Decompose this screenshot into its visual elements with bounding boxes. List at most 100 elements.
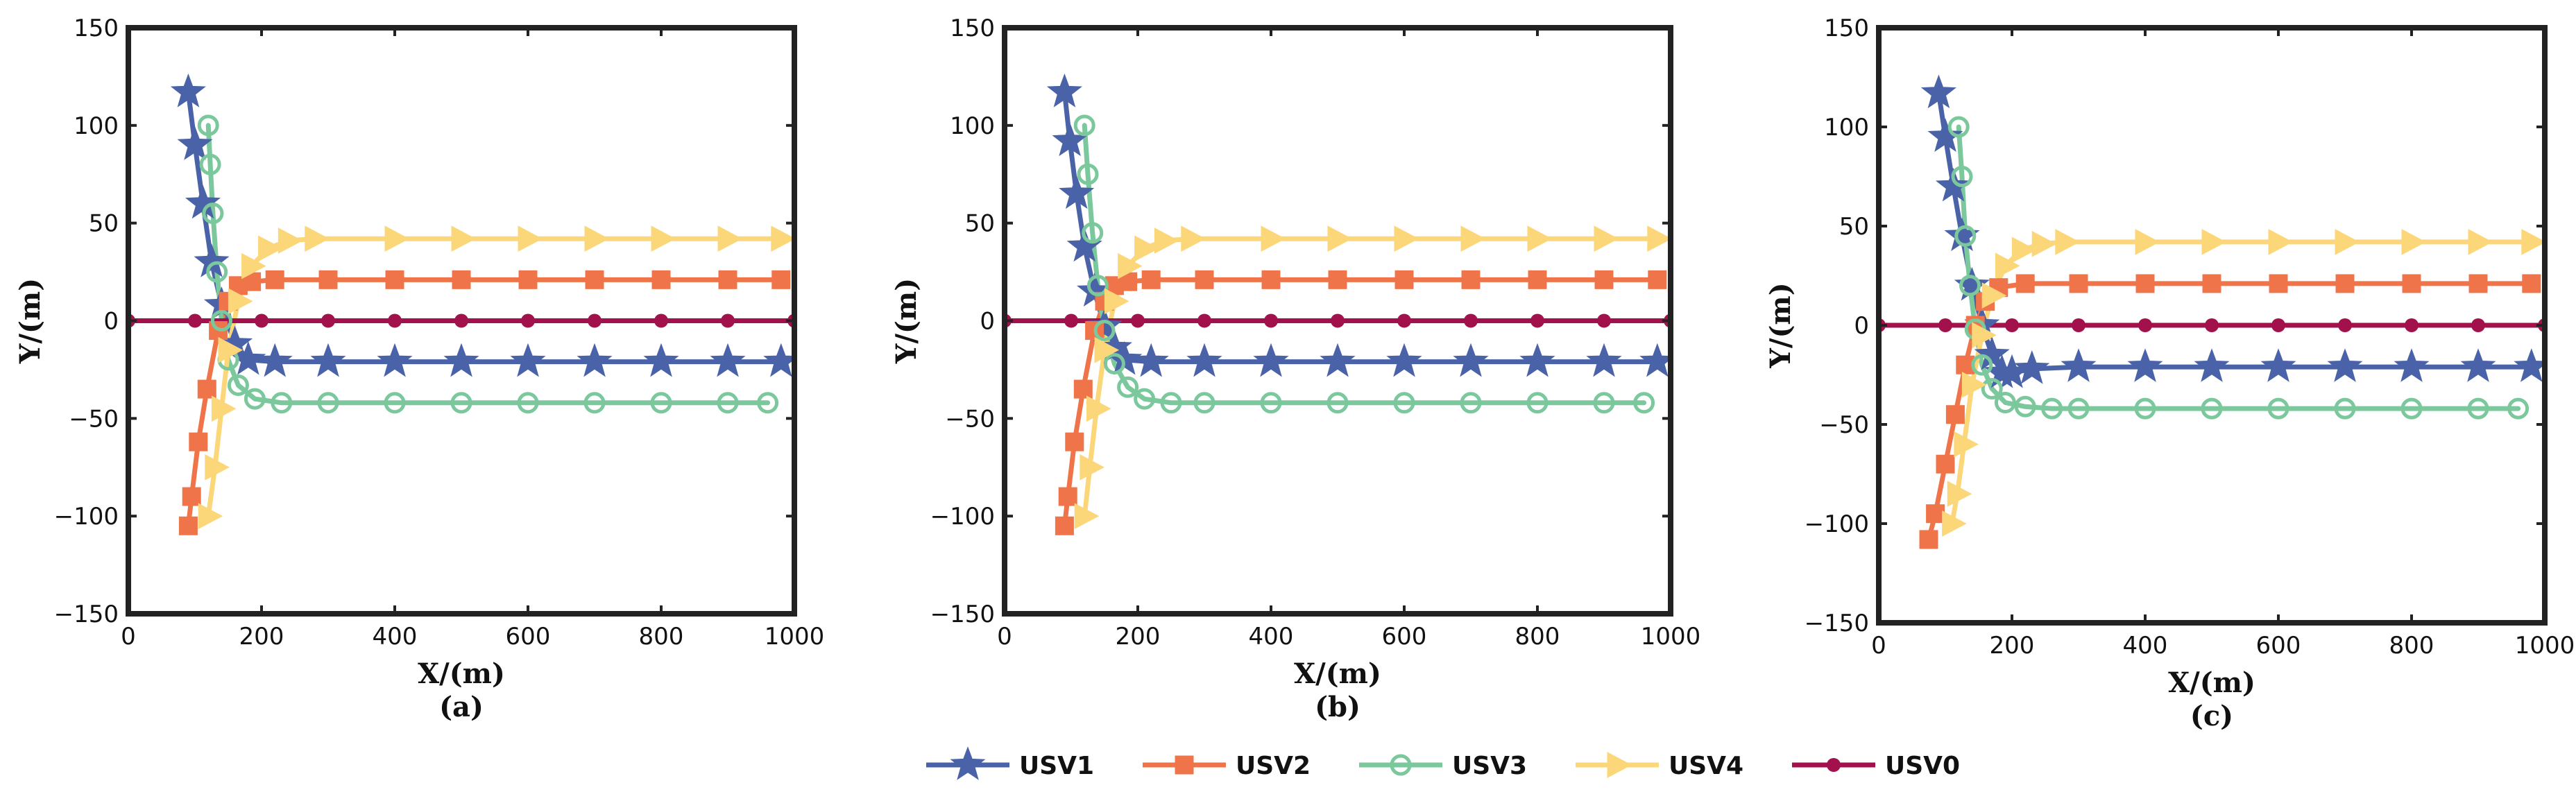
point-usv3-4 xyxy=(210,310,232,332)
point-usv4-6 xyxy=(1995,252,2020,279)
point-usv1-4 xyxy=(1954,266,1990,301)
point-usv2-0 xyxy=(1919,530,1938,549)
point-usv4-2 xyxy=(1954,431,1979,458)
legend-item-usv2: USV2 xyxy=(1143,752,1311,780)
point-usv0-8 xyxy=(1530,313,1544,328)
point-usv1-14 xyxy=(2327,348,2363,382)
y-tick-label: 100 xyxy=(1824,114,1869,141)
point-usv1-13 xyxy=(1453,343,1489,377)
point-usv4-10 xyxy=(451,225,477,252)
legend: USV1 USV2 USV3 USV4 USV0 xyxy=(926,746,1960,780)
point-usv2-13 xyxy=(585,270,604,289)
point-usv1-13 xyxy=(643,343,679,377)
point-usv0-3 xyxy=(2072,318,2085,332)
legend-marker-usv4 xyxy=(1607,752,1632,778)
x-tick-label: 0 xyxy=(1871,632,1886,660)
point-usv3-15 xyxy=(2400,397,2423,420)
point-usv4-14 xyxy=(1594,225,1619,252)
point-usv3-13 xyxy=(2267,397,2289,420)
point-usv3-8 xyxy=(271,392,293,414)
point-usv2-16 xyxy=(771,270,791,289)
point-usv0-7 xyxy=(2338,318,2352,332)
point-usv4-2 xyxy=(211,395,237,422)
point-usv3-0 xyxy=(197,114,219,137)
point-usv2-9 xyxy=(318,270,338,289)
point-usv2-8 xyxy=(2015,274,2035,293)
x-axis-label: X/(m) xyxy=(418,657,505,690)
point-usv0-2 xyxy=(255,313,268,328)
point-usv1-10 xyxy=(1253,343,1289,377)
point-usv0-8 xyxy=(654,313,668,328)
point-usv3-11 xyxy=(450,392,472,414)
point-usv0-7 xyxy=(588,313,602,328)
point-usv3-8 xyxy=(2014,395,2036,417)
x-tick-label: 200 xyxy=(239,623,284,651)
point-usv4-11 xyxy=(1394,225,1419,252)
point-usv4-1 xyxy=(1947,481,1972,507)
point-usv3-11 xyxy=(2134,397,2156,420)
point-usv0-2 xyxy=(2005,318,2019,332)
point-usv3-2 xyxy=(202,203,224,225)
plot-area xyxy=(1879,74,2545,549)
point-usv2-0 xyxy=(1055,516,1074,535)
point-usv2-1 xyxy=(1058,487,1077,506)
point-usv0-2 xyxy=(1131,313,1145,328)
point-usv2-14 xyxy=(1528,270,1547,289)
point-usv4-3 xyxy=(1961,371,1987,398)
point-usv3-12 xyxy=(1393,392,1415,414)
point-usv4-5 xyxy=(241,252,266,279)
point-usv3-2 xyxy=(1082,222,1104,244)
point-usv1-15 xyxy=(1586,343,1622,377)
point-usv4-8 xyxy=(2031,230,2057,257)
point-usv0-9 xyxy=(2471,318,2485,332)
point-usv2-15 xyxy=(1594,270,1614,289)
point-usv3-9 xyxy=(317,392,339,414)
point-usv3-9 xyxy=(2041,397,2063,420)
point-usv3-1 xyxy=(1077,163,1099,185)
point-usv1-12 xyxy=(577,343,613,377)
point-usv2-13 xyxy=(1461,270,1481,289)
point-usv2-8 xyxy=(265,270,284,289)
x-tick-label: 200 xyxy=(1116,623,1161,651)
x-tick-label: 200 xyxy=(1990,632,2035,660)
point-usv0-7 xyxy=(1464,313,1478,328)
point-usv3-16 xyxy=(1633,392,1655,414)
x-axis-label: X/(m) xyxy=(2168,666,2255,699)
point-usv3-16 xyxy=(2467,397,2489,420)
x-tick-label: 800 xyxy=(2389,632,2434,660)
point-usv1-15 xyxy=(2394,348,2430,382)
point-usv3-17 xyxy=(2507,397,2530,420)
point-usv2-11 xyxy=(452,270,471,289)
y-tick-label: −150 xyxy=(930,601,995,628)
point-usv1-14 xyxy=(1519,343,1555,377)
point-usv2-12 xyxy=(1394,270,1414,289)
point-usv4-12 xyxy=(584,225,610,252)
x-tick-label: 0 xyxy=(121,623,136,651)
x-tick-label: 400 xyxy=(2123,632,2168,660)
point-usv4-0 xyxy=(1074,503,1100,529)
y-axis-label: Y/(m) xyxy=(890,278,923,364)
series-line-usv1 xyxy=(185,89,784,365)
point-usv0-1 xyxy=(1938,318,1952,332)
y-tick-label: 150 xyxy=(74,15,119,42)
point-usv1-2 xyxy=(1059,175,1095,209)
point-usv4-5 xyxy=(1981,282,2007,309)
point-usv2-14 xyxy=(651,270,671,289)
point-usv3-5 xyxy=(1103,352,1125,375)
panel-label: (b) xyxy=(1315,691,1360,723)
point-usv1-9 xyxy=(2014,350,2050,384)
point-usv4-13 xyxy=(2335,229,2360,255)
point-usv3-10 xyxy=(1260,392,1282,414)
point-usv2-9 xyxy=(1195,270,1214,289)
point-usv4-9 xyxy=(2055,229,2080,255)
point-usv1-10 xyxy=(2061,348,2097,382)
point-usv2-10 xyxy=(2135,274,2155,293)
point-usv1-9 xyxy=(377,343,413,377)
y-tick-label: −100 xyxy=(1805,510,1869,538)
point-usv2-2 xyxy=(1936,454,1955,474)
point-usv3-12 xyxy=(2201,397,2223,420)
point-usv3-0 xyxy=(1947,116,1970,138)
point-usv3-6 xyxy=(227,374,249,396)
point-usv2-15 xyxy=(718,270,737,289)
point-usv2-2 xyxy=(1065,432,1084,451)
